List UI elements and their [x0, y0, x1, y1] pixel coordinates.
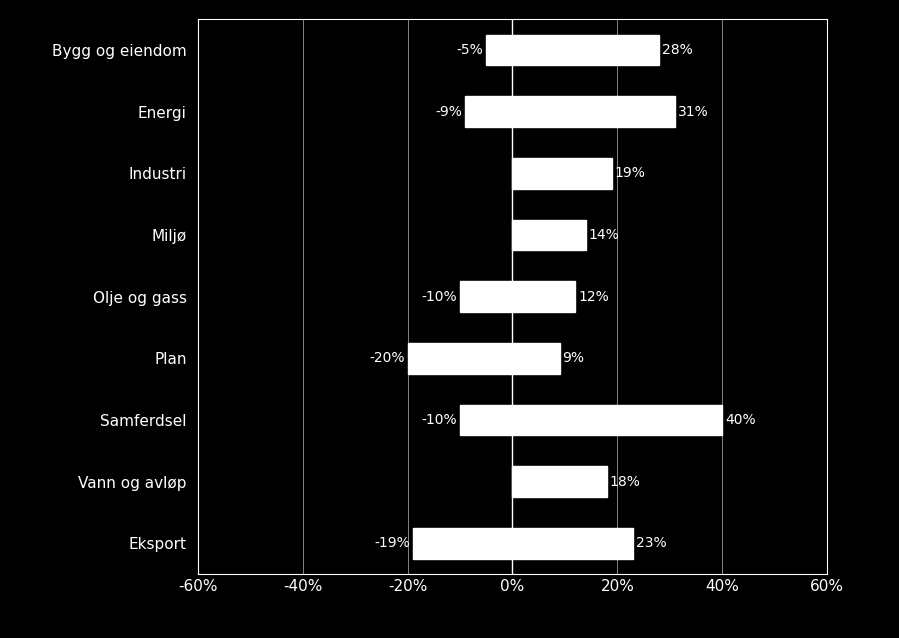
- Text: 9%: 9%: [562, 352, 584, 366]
- Text: -19%: -19%: [374, 537, 410, 551]
- Text: 28%: 28%: [662, 43, 692, 57]
- Text: -20%: -20%: [369, 352, 405, 366]
- Bar: [460, 281, 575, 312]
- Bar: [413, 528, 633, 559]
- Bar: [460, 404, 722, 435]
- Text: 23%: 23%: [636, 537, 666, 551]
- Text: 40%: 40%: [725, 413, 755, 427]
- Text: 18%: 18%: [610, 475, 640, 489]
- Bar: [407, 343, 559, 374]
- Bar: [486, 34, 659, 66]
- Text: 12%: 12%: [578, 290, 609, 304]
- Bar: [512, 466, 607, 497]
- Text: -9%: -9%: [436, 105, 463, 119]
- Text: 31%: 31%: [678, 105, 708, 119]
- Bar: [512, 158, 612, 189]
- Text: -10%: -10%: [422, 413, 458, 427]
- Text: 14%: 14%: [589, 228, 619, 242]
- Text: -5%: -5%: [457, 43, 484, 57]
- Text: 19%: 19%: [615, 167, 645, 181]
- Bar: [512, 219, 586, 250]
- Bar: [466, 96, 675, 127]
- Text: -10%: -10%: [422, 290, 458, 304]
